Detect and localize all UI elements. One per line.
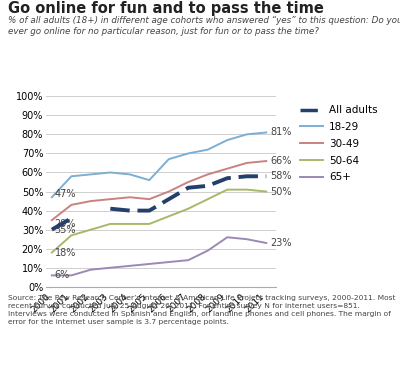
Text: 81%: 81% <box>270 127 292 137</box>
Text: 6%: 6% <box>55 270 70 280</box>
Text: Source: The Pew Research Center’s Internet & American Life Project tracking surv: Source: The Pew Research Center’s Intern… <box>8 295 396 325</box>
Text: 66%: 66% <box>270 156 292 166</box>
Text: 50%: 50% <box>270 187 292 196</box>
Text: 58%: 58% <box>270 171 292 181</box>
Text: 23%: 23% <box>270 238 292 248</box>
Legend: All adults, 18-29, 30-49, 50-64, 65+: All adults, 18-29, 30-49, 50-64, 65+ <box>300 105 378 182</box>
Text: 29%: 29% <box>55 219 76 229</box>
Text: 35%: 35% <box>55 225 76 234</box>
Text: Go online for fun and to pass the time: Go online for fun and to pass the time <box>8 1 324 16</box>
Text: % of all adults (18+) in different age cohorts who answered “yes” to this questi: % of all adults (18+) in different age c… <box>8 16 400 35</box>
Text: 47%: 47% <box>55 189 76 199</box>
Text: 18%: 18% <box>55 248 76 258</box>
